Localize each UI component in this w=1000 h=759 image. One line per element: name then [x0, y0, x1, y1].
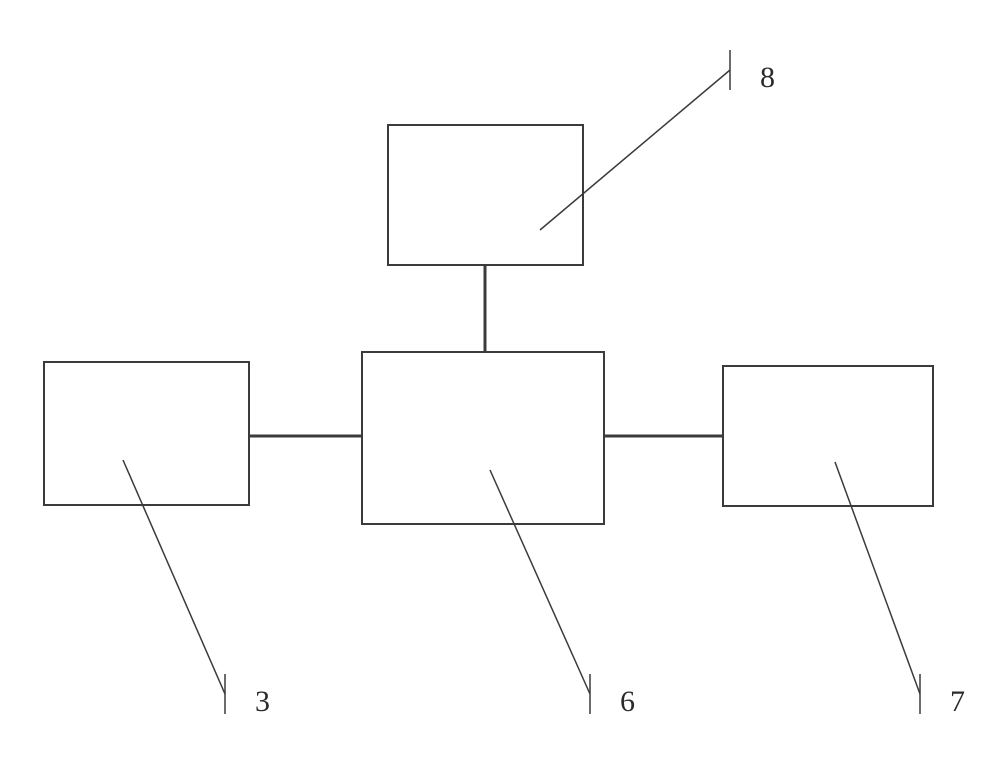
callout-8-leader: [540, 70, 730, 230]
callout-6: 6: [490, 470, 635, 718]
block-right: [723, 366, 933, 506]
callout-6-label: 6: [620, 685, 635, 718]
callout-6-leader: [490, 470, 590, 694]
callout-3-label: 3: [255, 685, 270, 718]
callout-7-leader: [835, 462, 920, 694]
callout-7-label: 7: [950, 685, 965, 718]
connectors-layer: [249, 265, 723, 436]
callout-7: 7: [835, 462, 965, 718]
callout-3: 3: [123, 460, 270, 718]
callout-8: 8: [540, 50, 775, 230]
callout-8-label: 8: [760, 61, 775, 94]
block-center: [362, 352, 604, 524]
nodes-layer: [44, 125, 933, 524]
block-left: [44, 362, 249, 505]
callout-3-leader: [123, 460, 225, 694]
diagram-canvas: 8 3 6 7: [0, 0, 1000, 759]
block-top: [388, 125, 583, 265]
